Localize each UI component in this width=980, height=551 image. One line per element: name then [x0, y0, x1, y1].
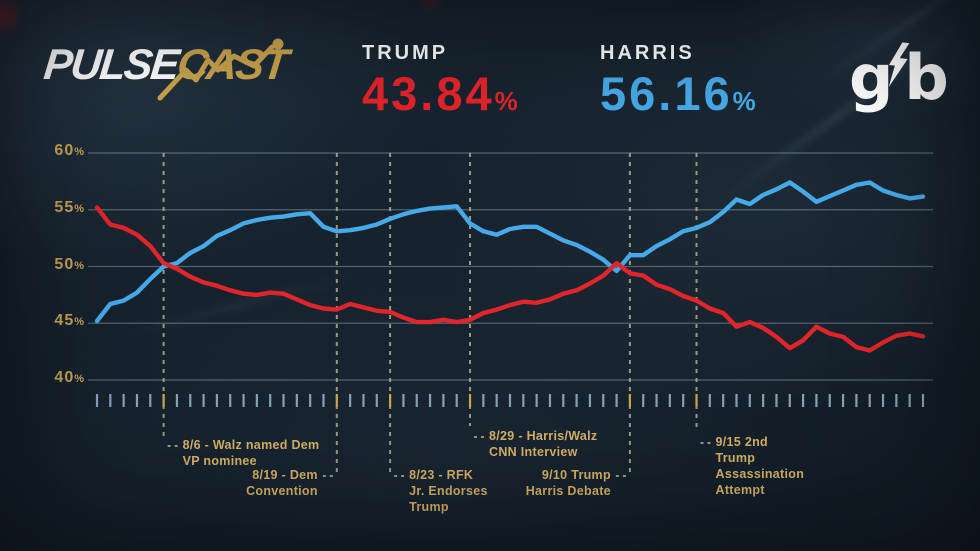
event-label: 8/19 - Dem Convention: [246, 468, 318, 498]
trump-score: TRUMP 43.84%: [362, 42, 518, 117]
logo-text-pulse: PULSE: [41, 41, 180, 89]
y-axis-label: 50%: [54, 255, 84, 273]
y-axis-label: 60%: [54, 142, 84, 159]
gb-letter-g: g: [849, 41, 893, 114]
y-axis-label: 40%: [54, 369, 84, 386]
y-axis-label: 55%: [54, 198, 84, 216]
trump-percentage: 43.84%: [362, 70, 518, 117]
event-label: 8/29 - Harris/Walz CNN Interview: [489, 429, 598, 459]
trump-value: 43.84: [362, 67, 495, 120]
event-label: 9/15 2nd Trump Assassination Attempt: [715, 435, 805, 497]
event-label: 8/6 - Walz named Dem VP nominee: [182, 438, 320, 468]
trump-line: [94, 205, 926, 353]
harris-name-label: HARRIS: [600, 42, 695, 64]
lightning-bolt-icon: [889, 42, 910, 88]
harris-score: HARRIS 56.16%: [600, 42, 756, 117]
pulsecast-logo: PULSECAST: [41, 41, 290, 89]
harris-line: [94, 180, 926, 324]
event-label: 8/23 - RFK Jr. Endorses Trump: [409, 468, 488, 514]
y-axis-label: 45%: [54, 312, 84, 330]
trump-name-label: TRUMP: [362, 42, 449, 64]
harris-percentage: 56.16%: [600, 70, 756, 117]
trump-percent-sign: %: [494, 86, 518, 116]
harris-value: 56.16: [600, 67, 733, 120]
event-label: 9/10 Trump Harris Debate: [525, 468, 611, 498]
gb-network-logo: g b: [849, 41, 949, 114]
harris-percent-sign: %: [732, 86, 756, 116]
gb-letter-b: b: [904, 41, 948, 114]
logo-text-cast: CAST: [174, 41, 290, 89]
